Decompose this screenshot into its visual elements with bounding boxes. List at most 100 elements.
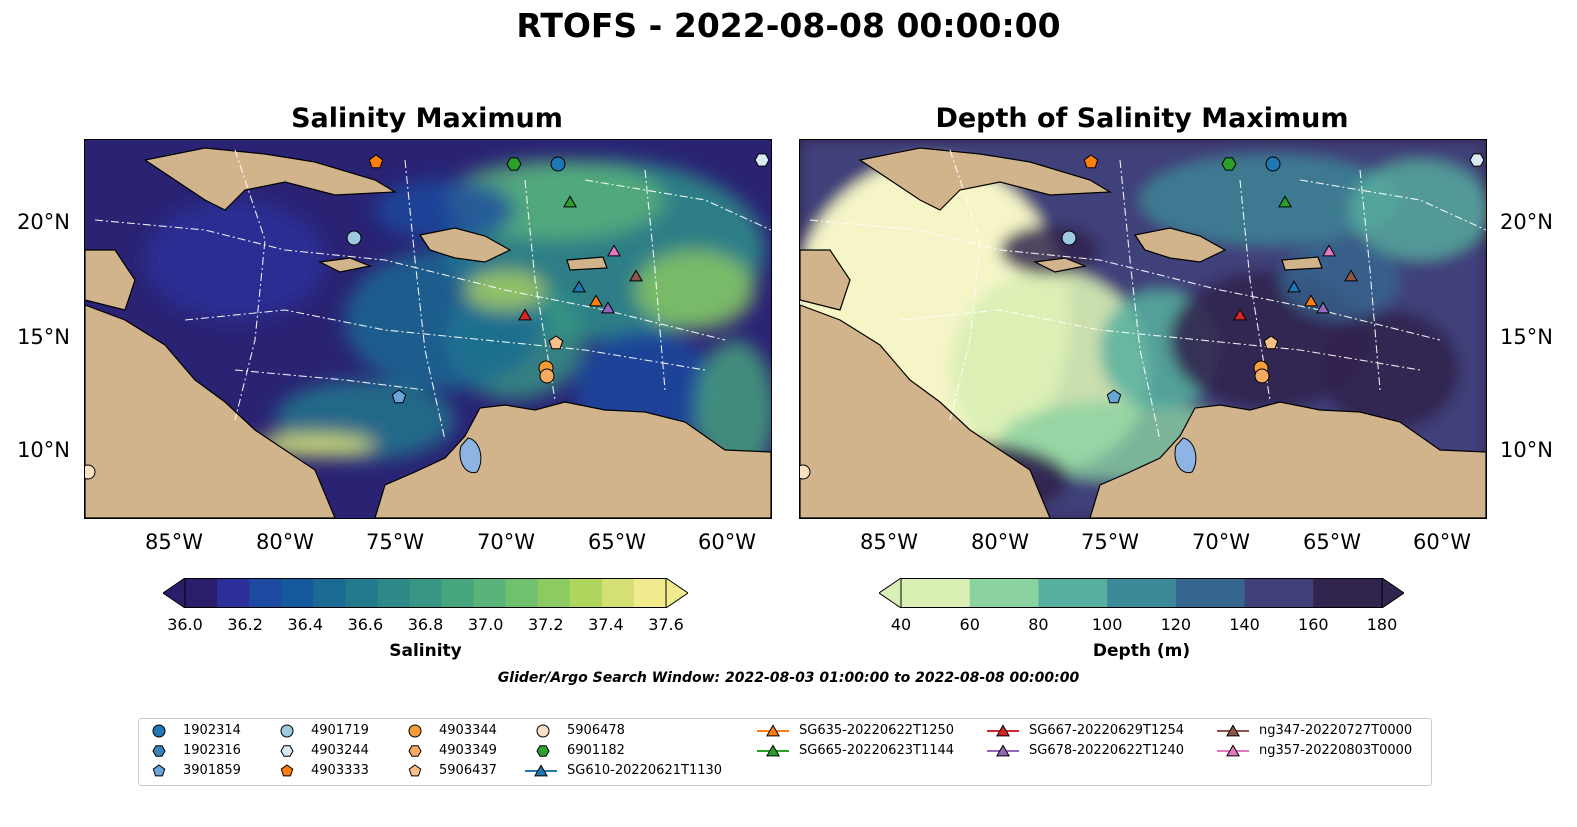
search-window-caption: Glider/Argo Search Window: 2022-08-03 01… [497,670,1080,686]
depth-colorbar-label: Depth (m) [1092,641,1191,661]
argo-float-marker [368,154,384,169]
glider-triangle-icon [757,744,789,757]
salinity-depth-map [799,139,1487,519]
colorbar-tick-label: 37.2 [527,615,564,634]
legend-label: 1902316 [183,743,241,758]
glider-marker [589,294,603,307]
glider-marker [563,195,577,208]
salinity-colorbar-label: Salinity [389,641,462,661]
colorbar-outline [184,578,667,608]
glider-triangle-icon [766,724,780,737]
argo-float-marker [800,464,811,480]
argo-float-marker [754,153,770,167]
glider-triangle-icon [757,724,789,737]
legend-label: 5906478 [567,723,625,738]
argo-float-icon [536,745,550,757]
colorbar-segment [249,578,282,608]
lat-tick-label-left: 20°N [17,210,70,234]
colorbar-tick-label: 60 [959,615,980,634]
glider-triangle-icon [1217,724,1249,737]
colorbar-tick-label: 100 [1091,615,1123,634]
lon-tick-label-right: 80°W [971,530,1029,554]
colorbar-segment [633,578,667,608]
eez-boundaries [809,149,1486,441]
argo-float-marker [1469,153,1485,167]
argo-float-icon [280,764,294,777]
argo-float-icon [280,745,294,757]
right-panel-title: Depth of Salinity Maximum [935,103,1349,134]
lat-tick-label-right: 10°N [1500,438,1553,462]
lon-tick-label-left: 70°W [477,530,535,554]
legend-label: SG635-20220622T1250 [799,723,955,738]
colorbar-segment [537,578,571,608]
argo-float-icon [152,764,166,777]
legend-label: 4903333 [311,763,369,778]
colorbar-extend-high [1381,577,1405,609]
colorbar-segment [1244,578,1314,608]
argo-float-icon [152,764,166,777]
legend-label: 4901719 [311,723,369,738]
glider-marker [1278,195,1292,208]
colorbar-outline [900,578,1383,608]
argo-float-icon [536,724,550,738]
colorbar-segment [601,578,635,608]
colorbar-tick-label: 40 [890,615,912,634]
argo-float-icon [408,724,422,738]
colorbar-segment [969,578,1039,608]
lat-tick-label-right: 15°N [1500,325,1553,349]
lon-tick-label-left: 80°W [256,530,314,554]
lon-tick-label-left: 65°W [588,530,646,554]
argo-float-marker [539,368,555,384]
argo-float-icon [408,764,422,777]
colorbar-tick-label: 160 [1298,615,1329,634]
lon-tick-label-right: 70°W [1192,530,1250,554]
colorbar-segment [345,578,378,608]
argo-float-icon [280,724,294,738]
argo-float-icon [152,724,166,738]
colorbar-segment [1313,578,1383,608]
argo-float-icon [408,764,422,777]
glider-triangle-icon [1226,744,1240,757]
colorbar-tick-label: 37.0 [467,615,504,634]
legend-label: SG667-20220629T1254 [1029,723,1185,738]
colorbar-tick-label: 180 [1366,615,1398,634]
glider-marker [1287,280,1301,293]
glider-marker [572,280,586,293]
argo-float-marker [391,389,407,404]
salinity-colorbar [162,577,689,609]
argo-float-icon [152,745,166,757]
colorbar-segment [409,578,443,608]
argo-float-marker [550,156,566,172]
colorbar-segment [313,578,346,608]
colorbar-segment [441,578,475,608]
glider-marker [601,301,615,314]
lat-tick-label-left: 10°N [17,438,70,462]
argo-float-marker [1263,335,1279,350]
glider-triangle-icon [1226,724,1240,737]
colorbar-segment [217,578,250,608]
glider-marker [1316,301,1330,314]
lon-tick-label-left: 60°W [698,530,756,554]
colorbar-tick-label: 140 [1229,615,1260,634]
argo-float-icon [152,724,166,738]
argo-float-marker [1106,389,1122,404]
argo-float-marker [506,157,522,171]
argo-float-marker [85,464,96,480]
colorbar-extend-high [665,577,689,609]
argo-float-marker [1265,156,1281,172]
glider-marker [629,269,643,282]
legend-label: 6901182 [567,743,625,758]
legend: 1902314 1902316 3901859 4901719 4903244 49033… [138,718,1432,786]
lon-tick-label-right: 60°W [1413,530,1471,554]
colorbar-segment [569,578,603,608]
glider-marker [1233,308,1247,321]
colorbar-tick-label: 80 [1028,615,1049,634]
argo-float-marker [1221,157,1237,171]
glider-triangle-icon [525,764,557,777]
colorbar-tick-label: 120 [1160,615,1192,634]
colorbar-segment [1038,578,1108,608]
colorbar-tick-label: 36.2 [227,615,263,634]
colorbar-segment [1107,578,1177,608]
legend-label: 4903349 [439,743,497,758]
legend-label: 4903344 [439,723,497,738]
